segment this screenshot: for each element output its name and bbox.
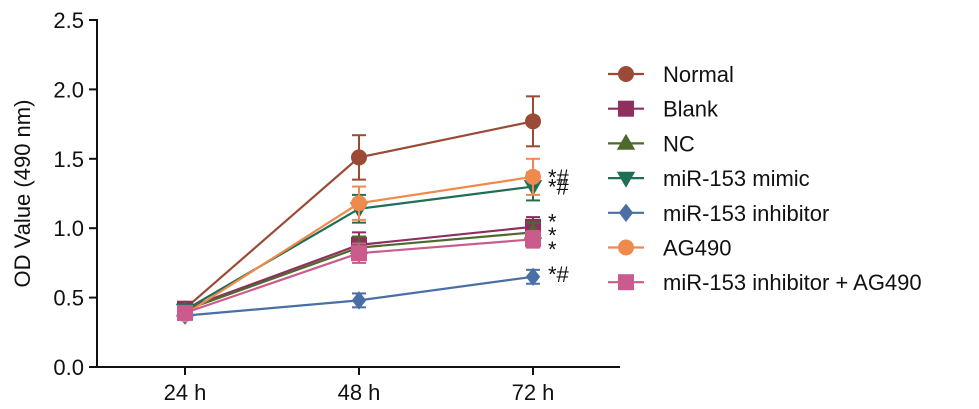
legend-swatch-marker [618,66,634,82]
legend-swatch-marker [616,133,636,150]
legend-item: Blank [608,97,719,122]
series-6 [177,229,541,321]
significance-annotation: * [548,237,557,262]
data-point [177,304,193,321]
legend-swatch-marker [616,171,636,188]
legend-label: Blank [663,97,719,122]
legend-swatch-marker [618,100,634,117]
x-tick-label: 72 h [512,380,555,405]
series-layer [175,95,543,325]
data-point [351,291,367,310]
axes: 0.0 0.5 1.0 1.5 2.0 2.5 24 h 48 h 72 h OD Value (… [10,8,620,405]
x-tick-label: 24 h [164,380,207,405]
data-point [351,149,367,166]
legend-label: AG490 [663,236,732,261]
significance-annotation: *# [548,262,570,287]
legend-item: NC [608,131,695,156]
x-tick-label: 48 h [338,380,381,405]
data-point [351,195,367,212]
legend-label: NC [663,131,695,156]
data-point [351,245,367,262]
y-axis-label: OD Value (490 nm) [10,100,35,288]
legend-item: miR-153 inhibitor [608,201,829,226]
data-point [525,168,541,185]
data-point [525,231,541,248]
legend-label: miR-153 inhibitor + AG490 [663,270,922,295]
legend-swatch-marker [618,203,634,222]
significance-annotation: *# [548,175,570,200]
data-point [525,113,541,130]
significance-annotation: * [548,209,557,234]
y-tick-label: 1.5 [53,147,84,172]
legend-item: AG490 [608,236,732,261]
legend-label: miR-153 mimic [663,166,810,191]
legend-item: Normal [608,62,734,87]
significance-annotation: * [548,223,557,248]
annotation-layer: *#*#****# [548,165,570,287]
significance-annotation: *# [548,165,570,190]
legend-label: Normal [663,62,734,87]
y-tick-label: 2.5 [53,8,84,33]
legend-label: miR-153 inhibitor [663,201,829,226]
y-tick-label: 0.5 [53,286,84,311]
legend-item: miR-153 mimic [608,166,810,191]
y-tick-label: 2.0 [53,77,84,102]
legend: Normal Blank NC miR-153 mimic miR-153 inhibi… [608,62,922,295]
y-tick-label: 1.0 [53,216,84,241]
legend-swatch-marker [618,274,634,291]
legend-item: miR-153 inhibitor + AG490 [608,270,922,295]
data-point [525,267,541,286]
y-tick-label: 0.0 [53,355,84,380]
legend-swatch-marker [618,239,634,256]
